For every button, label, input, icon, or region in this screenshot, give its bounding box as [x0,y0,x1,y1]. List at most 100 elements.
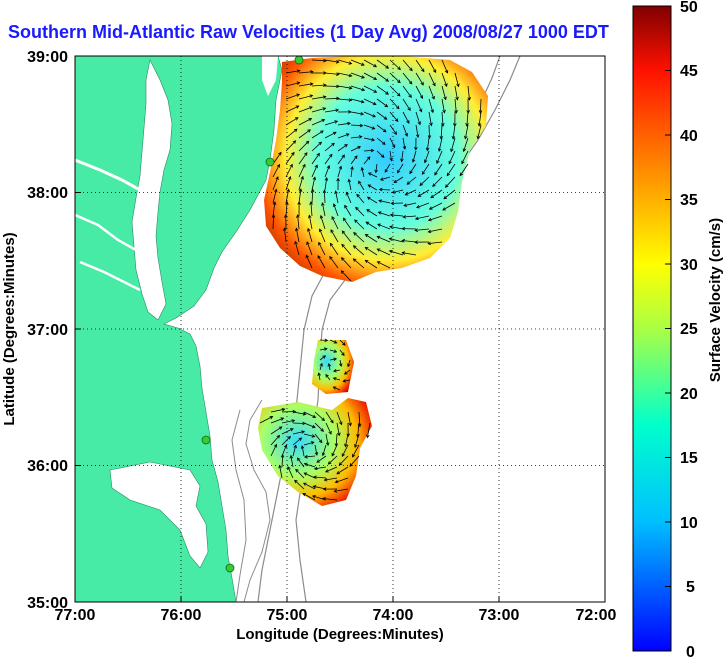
velocity-arrowhead [424,159,428,164]
velocity-vector [303,441,314,446]
velocity-vector [402,111,410,124]
velocity-vector [298,152,308,165]
velocity-vector [454,72,459,87]
velocity-vector [313,476,327,479]
velocity-arrowhead [439,135,444,140]
station-marker [225,563,235,573]
velocity-arrowhead [352,258,357,262]
velocity-arrowhead [352,453,356,458]
velocity-arrowhead [311,424,316,429]
velocity-arrowhead [320,130,324,134]
velocity-arrowhead [446,172,451,177]
velocity-arrowhead [364,234,369,238]
velocity-vector [317,255,326,269]
velocity-vector [329,256,339,269]
velocity-vector [375,163,378,173]
velocity-arrowhead [373,89,378,93]
velocity-arrowhead [346,433,350,438]
velocity-vector [363,72,377,80]
velocity-vector [378,211,391,217]
velocity-vector [292,437,302,446]
velocity-vector [336,422,340,436]
velocity-vector [432,176,443,187]
velocity-arrowhead [325,469,329,473]
x-tick-label: 75:00 [267,607,308,624]
colorbar: 50 45 40 35 30 25 20 15 10 5 0 Surface V… [632,0,724,659]
velocity-vector [429,202,443,210]
velocity-arrowhead [348,98,353,102]
velocity-vector [285,128,298,139]
velocity-arrowhead [333,349,338,353]
velocity-arrowhead [373,76,378,80]
velocity-arrowhead [296,81,301,85]
velocity-vector [285,82,300,87]
velocity-arrowhead [316,152,320,157]
velocity-vector [303,422,316,428]
velocity-vector [409,163,417,174]
velocity-arrowhead [273,443,278,448]
velocity-arrowhead [287,435,291,440]
velocity-vector [324,154,333,165]
velocity-arrowhead [378,187,383,192]
velocity-vector [354,219,365,230]
velocity-arrowhead [274,188,278,193]
velocity-arrowhead [392,144,396,149]
velocity-vector [336,466,349,475]
velocity-vector [428,98,434,113]
velocity-arrowhead [327,362,332,367]
velocity-vector [325,411,334,424]
velocity-vector [304,455,316,458]
velocity-arrowhead [288,175,292,180]
delaware-bay [262,56,278,96]
velocity-vector [272,214,274,230]
velocity-vector [311,119,325,126]
velocity-arrowhead [432,183,436,188]
velocity-vector [298,95,313,100]
velocity-vector [343,217,352,230]
velocity-vector [324,85,340,87]
velocity-arrowhead [467,97,471,101]
velocity-vector [402,85,412,98]
velocity-vector [365,247,378,256]
velocity-vector [334,488,349,492]
velocity-vector [281,436,291,446]
velocity-arrowhead [384,169,388,173]
velocity-vector [436,150,443,164]
velocity-arrowhead [414,216,419,221]
velocity-arrowhead [310,441,315,445]
velocity-vector [337,98,352,101]
velocity-vector [272,164,280,178]
velocity-vector [297,457,305,468]
velocity-arrowhead [476,135,480,140]
velocity-vector [328,363,331,371]
velocity-arrowhead [414,147,418,151]
velocity-arrowhead [443,96,447,101]
velocity-vector [324,477,338,481]
velocity-vector [307,228,313,243]
velocity-arrowhead [385,65,390,69]
velocity-arrowhead [318,141,322,146]
velocity-vector [322,444,327,456]
velocity-arrowhead [367,184,372,188]
velocity-arrowhead [333,131,337,136]
velocity-arrowhead [418,108,423,113]
velocity-vector [350,166,353,178]
velocity-vector [292,411,306,415]
velocity-vector [346,192,352,204]
velocity-vector [402,240,417,243]
velocity-vector [324,177,328,191]
colorbar-label: Surface Velocity (cm/s) [707,218,724,382]
velocity-vector [367,196,378,204]
velocity-arrowhead [354,219,358,224]
colorbar-tick-label: 45 [680,63,698,80]
velocity-arrowhead [330,229,334,233]
velocity-vector [337,166,342,178]
velocity-vector [319,355,326,361]
velocity-vector [341,270,352,282]
velocity-vector [285,117,299,126]
velocity-vector [393,176,404,183]
velocity-arrowhead [379,177,384,181]
velocity-vector [302,493,316,501]
station-marker [294,56,304,65]
velocity-arrowhead [333,489,338,493]
